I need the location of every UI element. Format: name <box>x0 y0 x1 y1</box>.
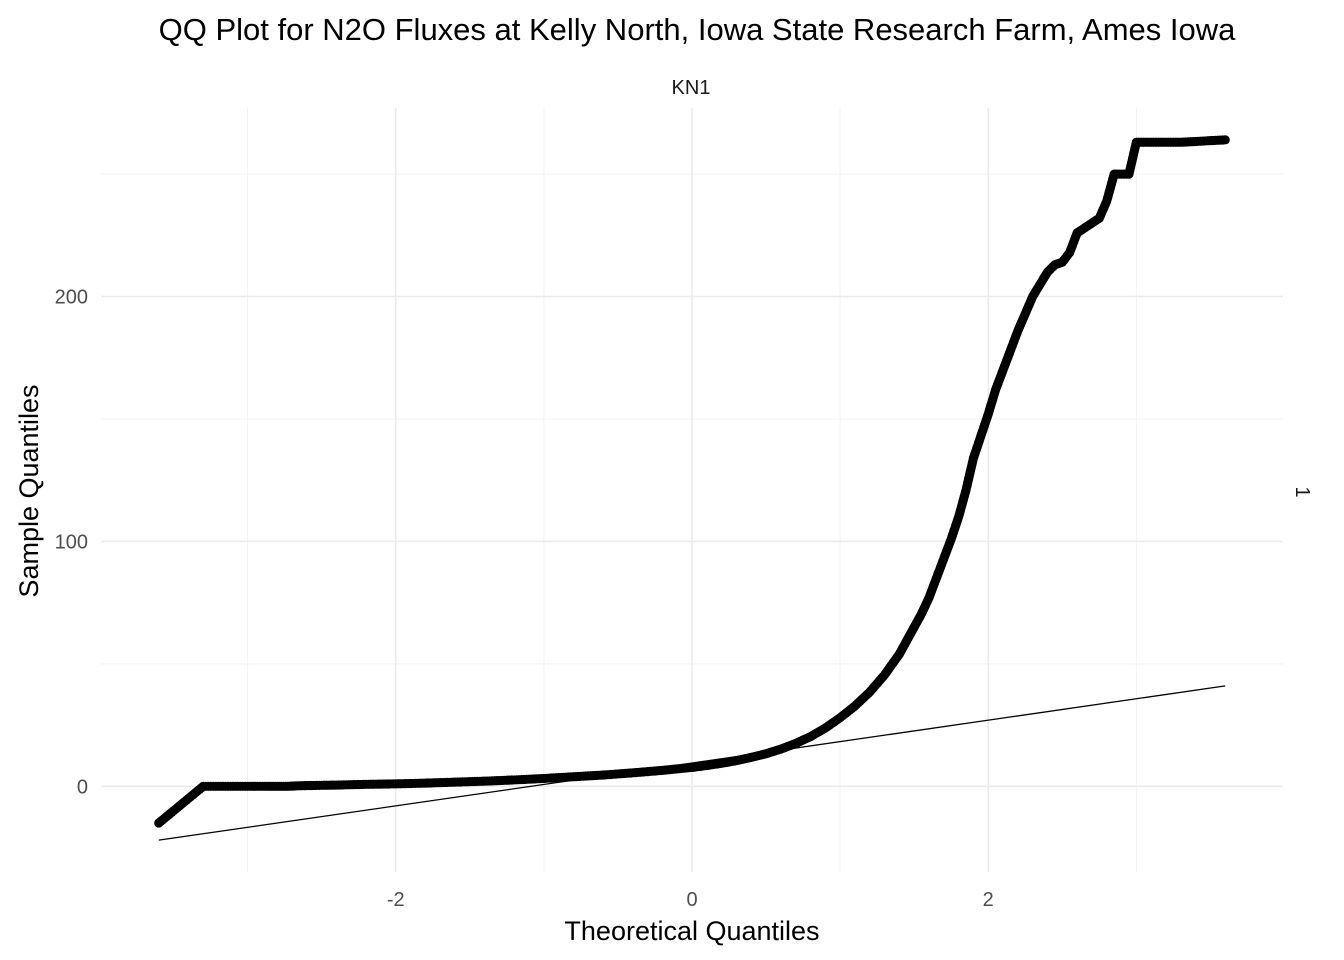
x-axis-title: Theoretical Quantiles <box>564 916 819 946</box>
chart-title: QQ Plot for N2O Fluxes at Kelly North, I… <box>159 12 1237 47</box>
facet-strip-top: KN1 <box>672 77 711 99</box>
x-axis-ticks: -2 0 2 <box>387 889 994 911</box>
y-axis-title: Sample Quantiles <box>14 384 44 597</box>
x-tick-label: -2 <box>387 889 405 911</box>
y-axis-ticks: 0 100 200 <box>55 287 88 799</box>
y-tick-label: 100 <box>55 531 88 553</box>
x-tick-label: 0 <box>686 889 697 911</box>
y-tick-label: 200 <box>55 287 88 309</box>
x-tick-label: 2 <box>983 889 994 911</box>
y-tick-label: 0 <box>77 776 88 798</box>
data-points <box>154 135 1230 828</box>
facet-strip-right: 1 <box>1291 486 1313 497</box>
major-gridlines <box>101 108 1283 872</box>
qq-point <box>1220 135 1230 145</box>
